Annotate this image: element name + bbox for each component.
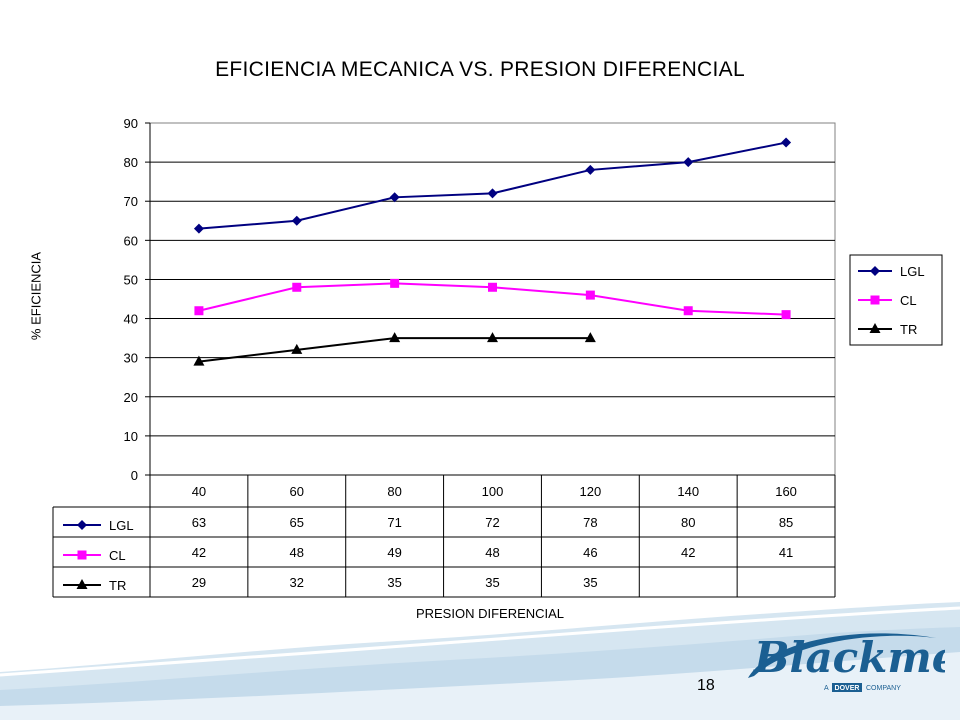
table-legend-marker [77, 520, 87, 530]
data-label: 46 [583, 545, 597, 560]
y-tick-label: 40 [124, 312, 138, 327]
data-point-cl [292, 282, 302, 292]
legend-label: TR [900, 322, 917, 337]
legend-label: LGL [900, 264, 925, 279]
data-label: 35 [583, 575, 597, 590]
x-axis-label: PRESION DIFERENCIAL [415, 606, 565, 621]
data-label: 42 [681, 545, 695, 560]
data-point-cl [488, 282, 497, 292]
data-point-cl [683, 306, 693, 316]
table-legend-marker [77, 550, 87, 560]
data-point-tr [193, 355, 205, 366]
data-point-lgl [193, 223, 204, 234]
logo-tagline-company: COMPANY [866, 685, 901, 692]
logo-dover-badge [832, 683, 862, 692]
blackmer-logo: Blackmer A DOVER COMPANY [748, 633, 945, 692]
data-label: 49 [387, 545, 401, 560]
data-label: 41 [779, 545, 793, 560]
legend-marker [870, 295, 880, 305]
y-tick-label: 30 [124, 351, 138, 366]
y-tick-label: 80 [124, 155, 138, 170]
legend-marker [869, 323, 881, 333]
page-number: 18 [697, 677, 715, 694]
y-tick-label: 10 [124, 429, 138, 444]
data-label: 29 [192, 575, 206, 590]
data-point-cl [781, 310, 791, 320]
data-label: 32 [290, 575, 304, 590]
legend-marker [870, 266, 880, 276]
data-point-lgl [585, 164, 596, 175]
data-point-tr [291, 343, 303, 354]
data-point-cl [390, 278, 400, 288]
y-tick-label: 0 [131, 468, 138, 483]
logo-tagline-dover: DOVER [835, 685, 860, 692]
data-label: 42 [192, 545, 206, 560]
table-series-label: LGL [109, 518, 134, 533]
data-point-lgl [389, 192, 400, 203]
x-tick-label: 140 [677, 484, 699, 499]
data-label: 72 [485, 515, 499, 530]
logo-wordmark: Blackmer [753, 633, 945, 682]
data-label: 71 [387, 515, 401, 530]
chart-title: EFICIENCIA MECANICA VS. PRESION DIFERENC… [215, 58, 745, 81]
data-label: 78 [583, 515, 597, 530]
data-point-tr [389, 332, 401, 343]
table-series-label: TR [109, 578, 126, 593]
data-point-lgl [291, 215, 302, 226]
data-point-lgl [781, 137, 792, 148]
y-tick-label: 70 [124, 194, 138, 209]
data-label: 65 [290, 515, 304, 530]
table-legend-marker [76, 579, 88, 589]
y-tick-label: 90 [124, 116, 138, 131]
data-label: 48 [290, 545, 304, 560]
data-point-lgl [683, 157, 694, 168]
logo-tagline-a: A [824, 685, 829, 692]
x-tick-label: 60 [290, 484, 304, 499]
y-tick-label: 60 [124, 233, 138, 248]
data-label: 35 [485, 575, 499, 590]
data-label: 85 [779, 515, 793, 530]
data-label: 48 [485, 545, 499, 560]
plot-area [149, 122, 836, 476]
data-point-cl [194, 306, 204, 316]
data-point-lgl [487, 188, 498, 199]
data-label: 35 [387, 575, 401, 590]
x-tick-label: 160 [775, 484, 797, 499]
x-tick-label: 80 [387, 484, 401, 499]
y-tick-label: 20 [124, 390, 138, 405]
y-tick-label: 50 [124, 272, 138, 287]
data-label: 80 [681, 515, 695, 530]
legend-label: CL [900, 293, 917, 308]
data-point-tr [487, 332, 498, 343]
x-tick-label: 40 [192, 484, 206, 499]
data-point-tr [584, 332, 596, 343]
data-point-cl [585, 290, 595, 300]
data-label: 63 [192, 515, 206, 530]
x-tick-label: 120 [580, 484, 602, 499]
table-series-label: CL [109, 548, 126, 563]
x-tick-label: 100 [482, 484, 504, 499]
